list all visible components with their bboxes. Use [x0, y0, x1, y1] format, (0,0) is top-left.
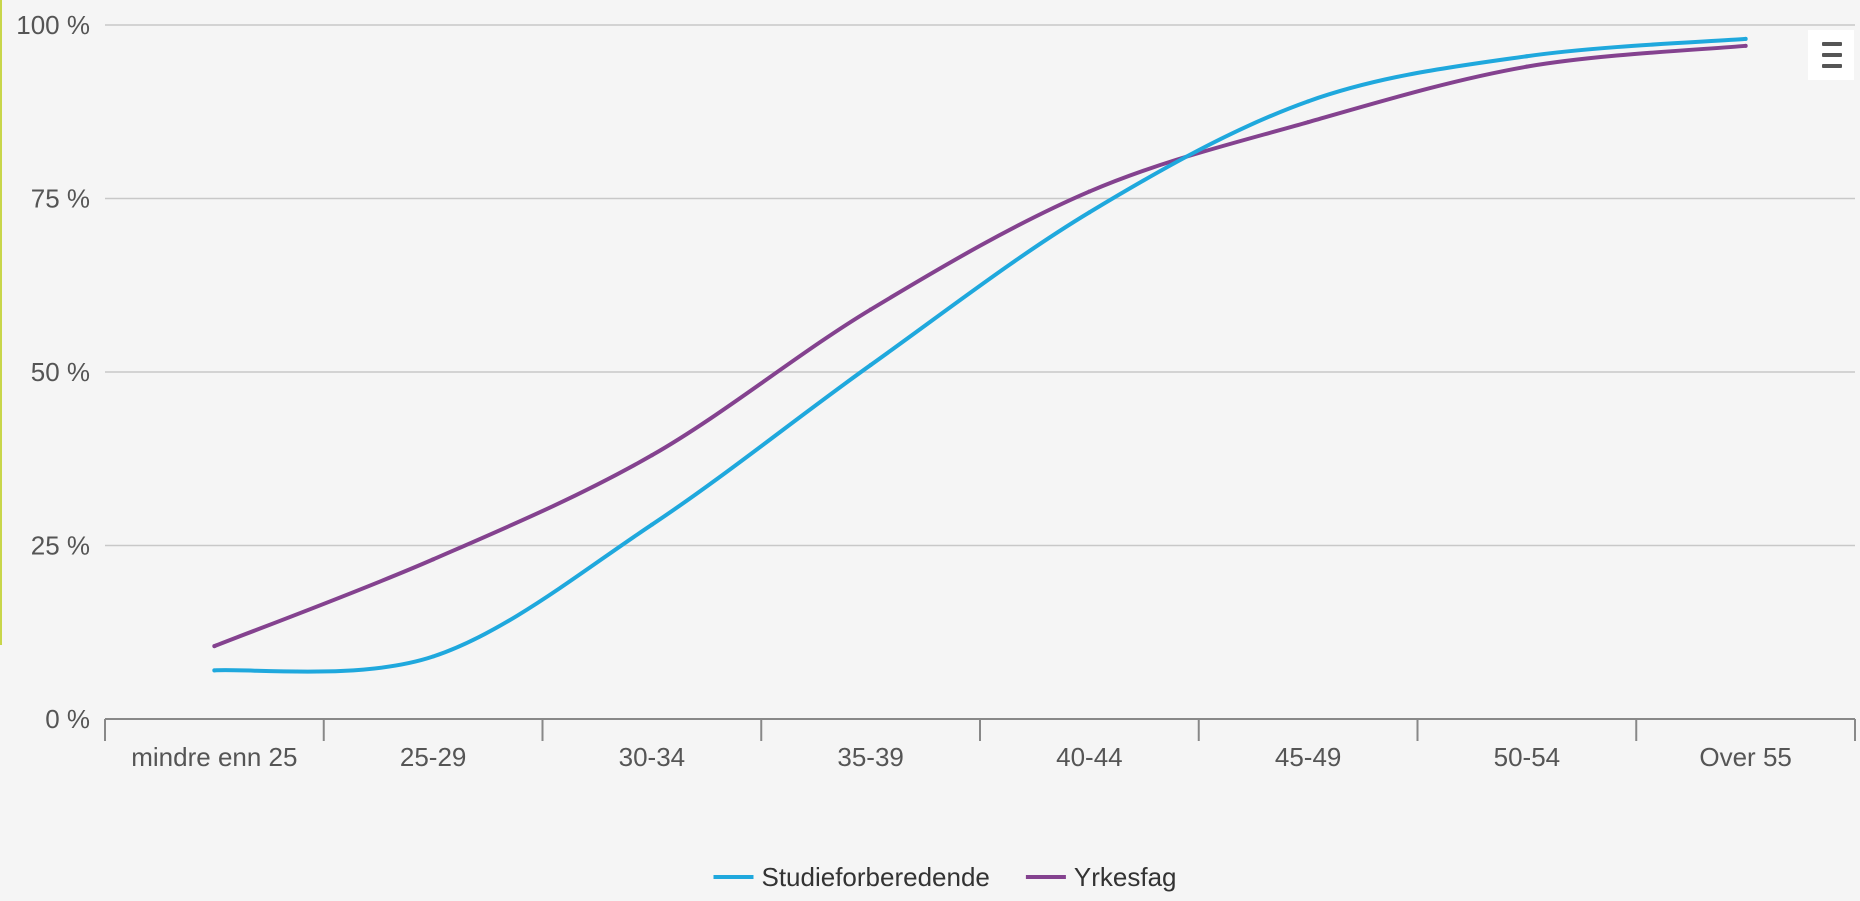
- data-point-studieforberedende: [868, 363, 873, 368]
- data-point-studieforberedende: [649, 522, 654, 527]
- legend-item[interactable]: Studieforberedende: [713, 862, 990, 892]
- data-point-yrkesfag: [649, 453, 654, 458]
- x-tick-label: 25-29: [400, 742, 467, 772]
- x-tick-label: 30-34: [619, 742, 686, 772]
- series-line-yrkesfag: [212, 43, 1748, 649]
- data-point-yrkesfag: [212, 644, 217, 649]
- data-point-yrkesfag: [431, 557, 436, 562]
- data-point-yrkesfag: [868, 307, 873, 312]
- data-point-yrkesfag: [1306, 120, 1311, 125]
- y-tick-label: 75 %: [31, 184, 90, 214]
- data-point-yrkesfag: [1524, 64, 1529, 69]
- y-axis-labels: 0 % 25 % 50 % 75 % 100 %: [16, 10, 90, 734]
- legend-item[interactable]: Yrkesfag: [1025, 862, 1177, 892]
- left-accent-border: [0, 0, 2, 645]
- data-point-studieforberedende: [431, 654, 436, 659]
- x-tick-label: 50-54: [1494, 742, 1561, 772]
- series-line-studieforberedende: [212, 36, 1748, 674]
- hamburger-menu-icon[interactable]: [1808, 30, 1854, 80]
- gridlines: [105, 24, 1855, 547]
- y-tick-label: 25 %: [31, 531, 90, 561]
- data-point-yrkesfag: [1743, 43, 1748, 48]
- x-tick-label: 40-44: [1056, 742, 1123, 772]
- data-point-studieforberedende: [1087, 210, 1092, 215]
- data-point-studieforberedende: [1306, 99, 1311, 104]
- x-tick-label: Over 55: [1699, 742, 1792, 772]
- data-point-yrkesfag: [1087, 189, 1092, 194]
- y-tick-label: 100 %: [16, 10, 90, 40]
- data-point-studieforberedende: [1524, 54, 1529, 59]
- x-tick-label: 45-49: [1275, 742, 1342, 772]
- legend[interactable]: Studieforberedende Yrkesfag: [713, 862, 1177, 892]
- y-tick-label: 0 %: [45, 704, 90, 734]
- x-tick-label: 35-39: [837, 742, 904, 772]
- y-tick-label: 50 %: [31, 357, 90, 387]
- series-lines: [212, 36, 1748, 674]
- data-point-studieforberedende: [1743, 36, 1748, 41]
- x-axis: mindre enn 25 25-29 30-34 35-39 40-44 45-49 50…: [104, 718, 1856, 772]
- x-tick-label: mindre enn 25: [131, 742, 297, 772]
- legend-label: Yrkesfag: [1074, 862, 1177, 892]
- legend-label: Studieforberedende: [761, 862, 989, 892]
- data-point-studieforberedende: [212, 668, 217, 673]
